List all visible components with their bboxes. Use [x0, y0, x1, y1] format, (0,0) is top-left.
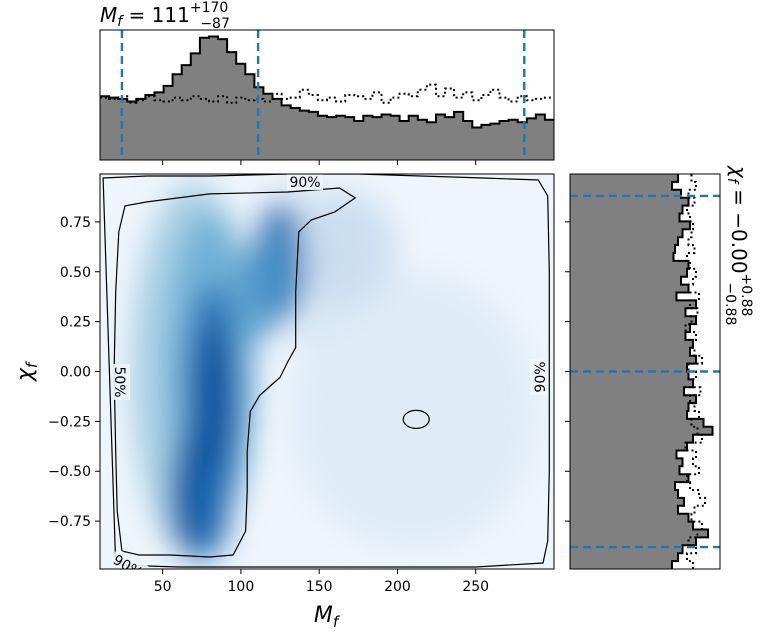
contour-50-percent-island	[402, 409, 430, 429]
y-axis-ticks: 0.75 0.50 0.25 0.00 −0.25 −0.50 −0.75	[48, 215, 100, 530]
x-tick-label: 100	[228, 579, 255, 595]
mass-marginal-panel: Mf = 111+170 −87	[99, 0, 555, 165]
x-tick-label: 50	[154, 579, 172, 595]
mass-posterior-fill	[100, 36, 554, 160]
spin-quantile-lines	[570, 194, 720, 549]
contour-label: 90%	[533, 361, 549, 392]
y-tick-label: −0.50	[48, 464, 91, 480]
spin-panel-ticks	[565, 221, 570, 522]
x-tick-label: 150	[306, 579, 333, 595]
contour-label-bg	[108, 548, 149, 569]
spin-marginal-title: χf = −0.00+0.88−0.88	[722, 165, 754, 325]
y-tick-label: 0.00	[60, 365, 91, 381]
contour-50-percent	[113, 187, 357, 558]
density-blob	[193, 321, 232, 482]
mass-prior-histogram	[100, 83, 554, 104]
mass-marginal-title: Mf = 111+170 −87	[100, 0, 230, 32]
mass-panel-ticks	[162, 160, 477, 165]
y-tick-label: −0.25	[48, 414, 91, 430]
y-tick-label: 0.25	[60, 315, 91, 331]
mass-quantile-lines	[120, 30, 526, 160]
contour-label: 90%	[289, 175, 320, 191]
density-blob	[287, 271, 539, 552]
x-tick-label: 200	[384, 579, 411, 595]
contour-label: 50%	[111, 366, 127, 397]
contour-label-bg	[530, 359, 548, 395]
density-blob	[168, 431, 213, 552]
x-axis-label: Mf	[314, 603, 341, 631]
mass-posterior-histogram	[100, 35, 554, 129]
y-tick-label: 0.50	[60, 265, 91, 281]
y-tick-label: 0.75	[60, 215, 91, 231]
mass-panel-frame	[99, 29, 555, 161]
contour-label-bg	[287, 174, 323, 190]
y-tick-label: −0.75	[48, 514, 91, 530]
density-heatmap	[131, 181, 539, 562]
spin-marginal-panel: χf = −0.00+0.88−0.88	[565, 165, 754, 570]
density-blob	[234, 241, 285, 342]
y-axis-label: χf	[13, 360, 41, 382]
contour-labels: 90%50% 90%90%	[108, 174, 549, 569]
contour-90-percent	[102, 174, 550, 568]
contour-label-bg	[112, 364, 130, 400]
x-tick-label: 250	[462, 579, 489, 595]
x-axis-ticks: 50 100 150 200 250	[154, 569, 489, 595]
joint-posterior-panel: 90%50% 90%90% 50 100 150 200 250 0.750.500.25…	[13, 173, 555, 631]
